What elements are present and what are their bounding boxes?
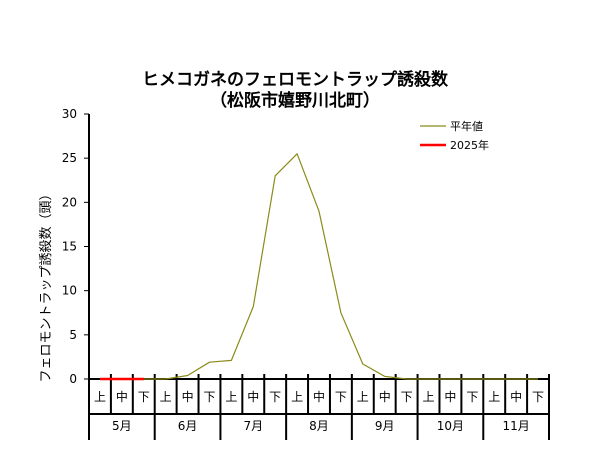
dekad-label: 中 (116, 389, 128, 404)
dekad-label: 上 (423, 390, 435, 404)
series-layer (100, 153, 538, 381)
dekad-label: 上 (488, 390, 500, 404)
dekad-label: 上 (291, 390, 303, 404)
dekad-label: 上 (225, 390, 237, 404)
dekad-label: 中 (313, 389, 325, 404)
plot-frame: 051015202530上中下上中下上中下上中下上中下上中下上中下5月 6月 7月 8… (62, 107, 550, 440)
dekad-label: 下 (401, 390, 413, 404)
dekad-label: 中 (182, 389, 194, 404)
dekad-label: 上 (160, 390, 172, 404)
dekad-label: 中 (510, 389, 522, 404)
series-line-normal (100, 153, 538, 380)
dekad-label: 上 (357, 390, 369, 404)
dekad-label: 中 (444, 389, 456, 404)
y-tick-label: 30 (62, 107, 77, 121)
legend: 平年値 2025年 (420, 119, 489, 152)
dekad-label: 下 (466, 390, 478, 404)
dekad-label: 下 (532, 390, 544, 404)
chart-title-line2: （松阪市嬉野川北町） (210, 90, 380, 111)
y-tick-label: 15 (62, 240, 77, 254)
month-label: 6月 (178, 419, 198, 433)
dekad-label: 下 (269, 390, 281, 404)
legend-label: 2025年 (450, 138, 489, 152)
dekad-label: 下 (138, 390, 150, 404)
dekad-label: 上 (94, 390, 106, 404)
y-tick-label: 5 (69, 328, 77, 342)
y-tick-label: 10 (62, 284, 77, 298)
month-label: 5月 (112, 419, 132, 433)
month-label: 9月 (375, 419, 395, 433)
dekad-label: 中 (379, 389, 391, 404)
y-tick-label: 20 (62, 195, 77, 209)
y-tick-label: 25 (62, 151, 77, 165)
legend-label: 平年値 (450, 119, 483, 133)
y-axis-label: フェロモントラップ誘殺数（頭） (39, 187, 54, 382)
dekad-label: 下 (203, 390, 215, 404)
y-tick-label: 0 (69, 372, 77, 386)
dekad-label: 中 (247, 389, 259, 404)
month-label: 8月 (309, 419, 329, 433)
month-label: 10月 (437, 419, 464, 433)
month-label: 7月 (243, 419, 263, 433)
month-label: 11月 (503, 419, 530, 433)
dekad-label: 下 (335, 390, 347, 404)
chart-title-line1: ヒメコガネのフェロモントラップ誘殺数 (142, 69, 449, 90)
